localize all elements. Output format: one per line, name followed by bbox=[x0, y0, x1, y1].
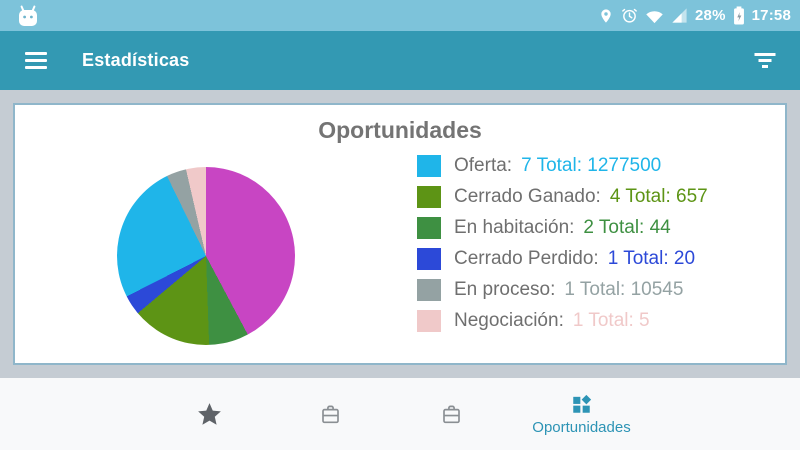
alarm-icon bbox=[621, 7, 638, 24]
legend-value: 1 Total: 5 bbox=[572, 310, 650, 331]
nav-item-briefcase-2[interactable] bbox=[391, 378, 512, 450]
android-robot-icon bbox=[16, 4, 40, 28]
legend-value: 7 Total: 1277500 bbox=[521, 155, 662, 176]
legend-label: Cerrado Ganado: bbox=[454, 186, 601, 207]
clock-text: 17:58 bbox=[751, 7, 791, 24]
location-icon bbox=[598, 7, 614, 25]
statistics-card: Oportunidades Oferta: 7 Total: 1277500 C… bbox=[13, 103, 787, 365]
content-area: Oportunidades Oferta: 7 Total: 1277500 C… bbox=[0, 90, 800, 378]
cell-signal-icon bbox=[671, 7, 688, 24]
legend-swatch bbox=[417, 248, 441, 270]
nav-item-favorites[interactable] bbox=[149, 378, 270, 450]
battery-charging-icon bbox=[733, 6, 745, 25]
nav-item-briefcase-1[interactable] bbox=[270, 378, 391, 450]
legend-value: 1 Total: 20 bbox=[607, 248, 696, 269]
nav-item-oportunidades[interactable]: Oportunidades bbox=[512, 378, 652, 450]
legend-value: 2 Total: 44 bbox=[583, 217, 671, 238]
legend-value: 1 Total: 10545 bbox=[564, 279, 684, 300]
legend-swatch bbox=[417, 310, 441, 332]
legend-label: Oferta: bbox=[454, 155, 513, 176]
legend-item-negociacion: Negociación: 1 Total: 5 bbox=[417, 310, 708, 332]
app-bar: Estadísticas bbox=[0, 31, 800, 90]
battery-percent: 28% bbox=[695, 7, 726, 24]
nav-item-label: Oportunidades bbox=[532, 418, 631, 436]
legend-item-cerrado-perdido: Cerrado Perdido: 1 Total: 20 bbox=[417, 248, 708, 270]
legend-label: En proceso: bbox=[454, 279, 556, 300]
chart-title: Oportunidades bbox=[318, 117, 482, 143]
legend-item-en-habitacion: En habitación: 2 Total: 44 bbox=[417, 217, 708, 239]
briefcase-icon bbox=[318, 402, 343, 427]
bottom-navigation: Oportunidades bbox=[0, 378, 800, 450]
briefcase-icon bbox=[439, 402, 464, 427]
filter-icon[interactable] bbox=[754, 53, 776, 68]
legend-swatch bbox=[417, 155, 441, 177]
legend-label: Cerrado Perdido: bbox=[454, 248, 599, 269]
legend-label: En habitación: bbox=[454, 217, 575, 238]
dashboard-icon bbox=[570, 393, 593, 416]
legend-item-en-proceso: En proceso: 1 Total: 10545 bbox=[417, 279, 708, 301]
legend-item-oferta: Oferta: 7 Total: 1277500 bbox=[417, 155, 708, 177]
legend-item-cerrado-ganado: Cerrado Ganado: 4 Total: 657 bbox=[417, 186, 708, 208]
chart-legend: Oferta: 7 Total: 1277500 Cerrado Ganado:… bbox=[417, 155, 708, 341]
pie-chart[interactable] bbox=[117, 167, 295, 345]
legend-swatch bbox=[417, 217, 441, 239]
legend-label: Negociación: bbox=[454, 310, 564, 331]
star-icon bbox=[196, 401, 223, 428]
legend-swatch bbox=[417, 186, 441, 208]
status-bar: 28% 17:58 bbox=[0, 0, 800, 31]
menu-icon[interactable] bbox=[25, 52, 47, 69]
legend-swatch bbox=[417, 279, 441, 301]
wifi-icon bbox=[645, 8, 664, 24]
page-title: Estadísticas bbox=[82, 50, 190, 70]
legend-value: 4 Total: 657 bbox=[609, 186, 708, 207]
